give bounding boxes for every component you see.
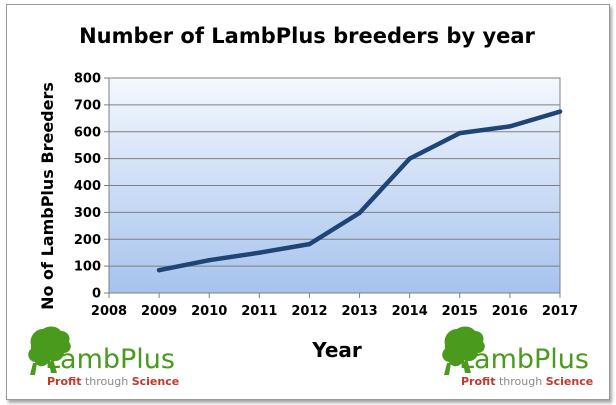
sheep-map-icon <box>442 326 485 375</box>
y-tick-label: 700 <box>74 98 101 113</box>
line-chart: Number of LambPlus breeders by year 0 100… <box>28 24 593 388</box>
data-point-2009 <box>156 267 162 273</box>
chart-frame: Number of LambPlus breeders by year 0 100… <box>6 4 610 400</box>
data-point-2016 <box>507 124 513 129</box>
sheep-map-icon <box>28 326 71 375</box>
data-point-2015 <box>457 130 462 136</box>
data-point-2013 <box>357 210 362 216</box>
x-tick-label: 2009 <box>141 304 177 319</box>
logo-tagline: Profit through Science <box>47 375 179 388</box>
y-tick-label: 600 <box>74 125 101 140</box>
y-tick-label: 100 <box>74 260 101 275</box>
x-axis-ticks: 2008 2009 2010 2011 2012 2013 2014 2015 2016 2017 <box>91 293 578 319</box>
y-tick-label: 500 <box>74 152 101 167</box>
chart-title: Number of LambPlus breeders by year <box>79 24 535 48</box>
x-tick-label: 2013 <box>341 304 377 319</box>
data-point-2014 <box>407 156 412 161</box>
data-point-2017 <box>557 109 563 114</box>
x-tick-label: 2017 <box>542 304 578 319</box>
y-tick-label: 400 <box>74 179 101 194</box>
lambplus-logo-right: LambPlus Profit through Science <box>442 326 593 388</box>
data-point-2012 <box>307 241 312 247</box>
y-axis-title: No of LambPlus Breeders <box>38 82 57 310</box>
y-tick-label: 800 <box>74 72 101 87</box>
y-tick-label: 0 <box>92 287 101 302</box>
x-tick-label: 2014 <box>392 304 428 319</box>
y-axis-ticks: 0 100 200 300 400 500 600 700 800 <box>74 72 109 302</box>
logo-wordmark: LambPlus <box>45 344 175 375</box>
series-group <box>156 109 563 273</box>
x-axis-title: Year <box>311 338 362 362</box>
x-tick-label: 2012 <box>291 304 327 319</box>
y-tick-label: 300 <box>74 206 101 221</box>
x-tick-label: 2010 <box>191 304 227 319</box>
x-tick-label: 2011 <box>241 304 277 319</box>
data-point-2011 <box>257 250 262 255</box>
y-tick-label: 200 <box>74 233 101 248</box>
logo-tagline: Profit through Science <box>461 375 593 388</box>
x-tick-label: 2015 <box>442 304 478 319</box>
x-tick-label: 2008 <box>91 304 127 319</box>
data-point-2010 <box>207 258 212 263</box>
x-tick-label: 2016 <box>492 304 528 319</box>
lambplus-logo-left: LambPlus Profit through Science <box>28 326 179 388</box>
logo-wordmark: LambPlus <box>459 344 589 375</box>
